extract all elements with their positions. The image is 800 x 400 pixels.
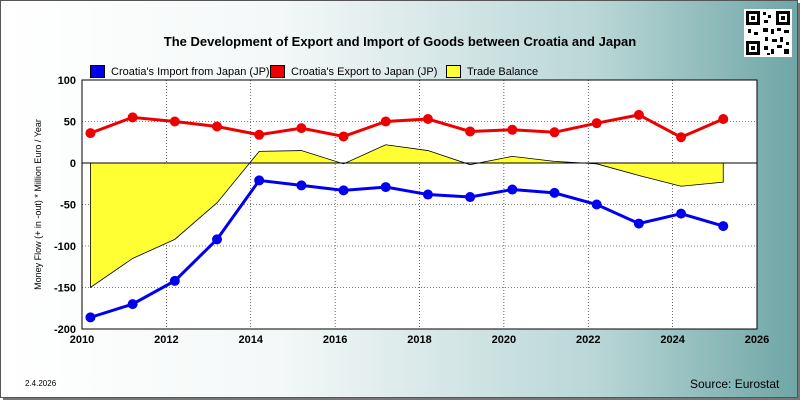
y-tick-label: 50	[64, 117, 76, 129]
data-point-export	[254, 129, 265, 140]
legend-item-import: Croatia's Import from Japan (JP)	[90, 65, 270, 78]
y-tick-label: -50	[60, 200, 76, 212]
data-point-export	[633, 109, 644, 120]
series-line-import	[89, 178, 724, 319]
series-area-trade-balance	[90, 144, 724, 289]
data-point-import	[591, 199, 602, 210]
x-tick-label: 2012	[154, 334, 178, 346]
x-tick-label: 2024	[660, 334, 685, 346]
x-tick-label: 2020	[492, 334, 516, 346]
data-point-export	[169, 116, 180, 127]
data-point-import	[633, 218, 644, 229]
data-point-import	[85, 312, 96, 323]
x-tick-label: 2026	[745, 334, 769, 346]
y-tick-label: 100	[58, 75, 76, 87]
data-point-export	[507, 124, 518, 135]
legend-swatch-import	[90, 65, 105, 78]
x-tick-label: 2010	[70, 334, 94, 346]
date-stamp: 2.4.2026	[25, 379, 57, 388]
data-point-import	[718, 221, 729, 232]
legend-label-export: Croatia's Export to Japan (JP)	[291, 65, 438, 78]
data-point-export	[422, 114, 433, 125]
x-tick-label: 2022	[576, 334, 600, 346]
qr-code-icon	[744, 9, 792, 57]
data-point-import	[338, 185, 349, 196]
y-tick-label: -200	[54, 324, 76, 336]
x-tick-label: 2014	[239, 334, 264, 346]
source-note: Source: Eurostat	[690, 377, 780, 391]
data-point-export	[549, 127, 560, 138]
data-point-export	[465, 126, 476, 137]
data-point-import	[296, 180, 307, 191]
y-axis-label: Money Flow (+ in -out) * Million Euro / …	[33, 119, 43, 290]
data-point-export	[85, 128, 96, 139]
data-point-export	[718, 114, 729, 125]
x-tick-label: 2016	[323, 334, 347, 346]
legend-label-balance: Trade Balance	[467, 65, 539, 78]
legend-swatch-balance	[446, 65, 461, 78]
data-point-import	[169, 275, 180, 286]
data-point-import	[127, 299, 138, 310]
data-point-export	[380, 116, 391, 127]
y-tick-label: -150	[54, 283, 76, 295]
data-point-export	[127, 112, 138, 123]
data-point-import	[422, 189, 433, 200]
data-point-import	[254, 175, 265, 186]
data-point-export	[212, 121, 222, 132]
data-point-import	[465, 192, 476, 203]
data-point-import	[507, 184, 518, 195]
data-point-export	[676, 132, 687, 143]
data-point-import	[380, 182, 391, 193]
legend-item-balance: Trade Balance	[446, 65, 538, 78]
data-point-import	[676, 208, 687, 219]
y-tick-label: 0	[70, 158, 76, 170]
data-point-import	[549, 187, 560, 198]
data-point-export	[591, 118, 602, 129]
y-tick-label: -100	[54, 241, 76, 253]
x-tick-label: 2018	[407, 334, 431, 346]
legend-swatch-export	[270, 65, 285, 78]
legend-label-import: Croatia's Import from Japan (JP)	[111, 65, 270, 78]
chart-title: The Development of Export and Import of …	[163, 34, 637, 49]
legend-item-export: Croatia's Export to Japan (JP)	[270, 65, 437, 78]
data-point-export	[338, 131, 349, 142]
data-point-export	[296, 123, 307, 134]
data-point-import	[212, 234, 222, 245]
series-line-export	[89, 113, 724, 139]
